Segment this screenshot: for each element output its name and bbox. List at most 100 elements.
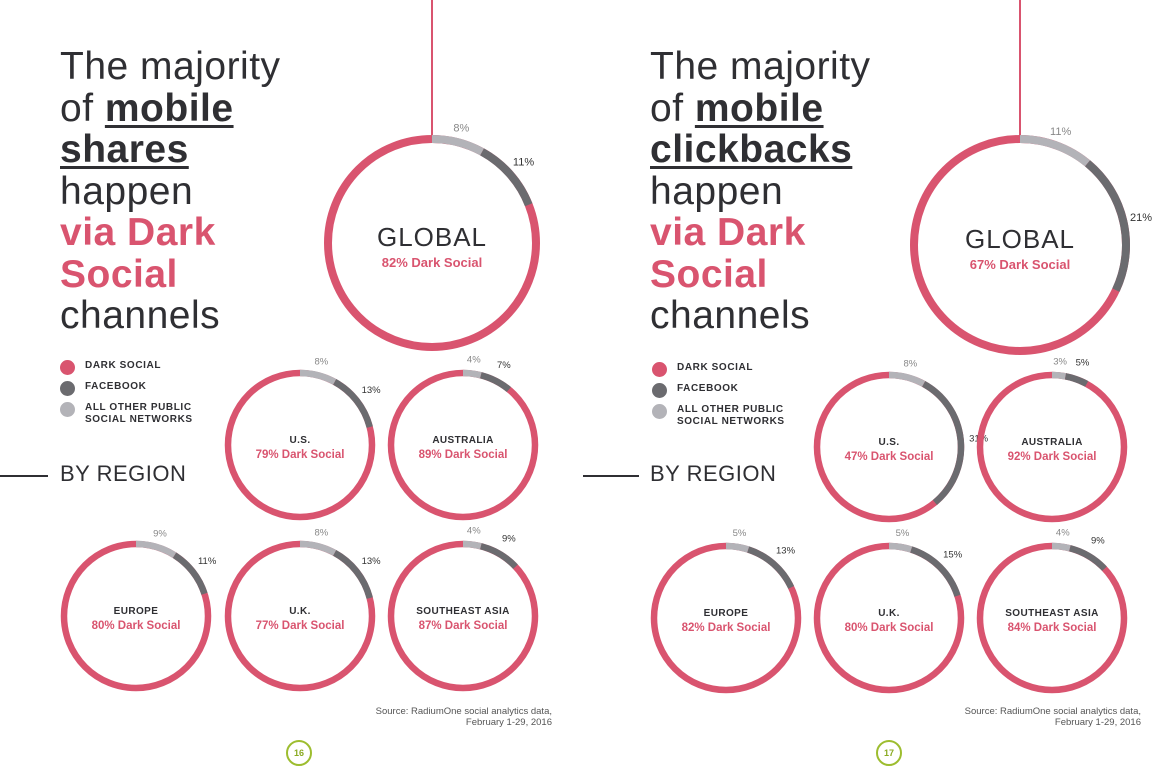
legend-label: DARK SOCIAL <box>677 362 754 373</box>
label-other-pct: 4% <box>1056 528 1070 539</box>
label-other-pct: 4% <box>467 355 481 366</box>
donut-subtitle: 87% Dark Social <box>419 620 508 632</box>
donut-title: EUROPE <box>704 608 749 619</box>
source-note: Source: RadiumOne social analytics data,… <box>375 706 552 728</box>
donut-clickbacks-global: 11% 21% GLOBAL 67% Dark Social <box>910 126 1152 355</box>
slice-facebook <box>1085 160 1130 292</box>
slice-facebook <box>922 381 965 505</box>
donut-subtitle: 84% Dark Social <box>1008 622 1097 634</box>
legend-item-other: ALL OTHER PUBLIC SOCIAL NETWORKS <box>60 402 195 426</box>
donut-title: U.S. <box>289 435 310 446</box>
slice-other <box>462 540 482 550</box>
label-other-pct: 8% <box>315 357 329 368</box>
legend-swatch <box>652 404 667 419</box>
slice-facebook <box>1064 373 1089 387</box>
region-rule <box>583 475 639 477</box>
donut-title: U.S. <box>878 437 899 448</box>
legend-swatch <box>652 383 667 398</box>
legend-swatch <box>60 402 75 417</box>
headline-line: happen <box>60 169 194 213</box>
label-other-pct: 5% <box>733 528 747 539</box>
label-facebook-pct: 9% <box>502 534 516 545</box>
donut-clickbacks-u-k-: 5% 15% U.K. 80% Dark Social <box>813 528 965 694</box>
donut-clickbacks-europe: 5% 13% EUROPE 82% Dark Social <box>650 528 802 694</box>
slice-other <box>135 540 177 559</box>
legend-item-facebook: FACEBOOK <box>60 381 195 396</box>
slice-facebook <box>1068 545 1107 572</box>
slice-facebook <box>479 543 518 570</box>
headline-line: of mobile <box>650 87 910 130</box>
headline-line: The majority <box>650 45 871 88</box>
donut-shares-australia: 4% 7% AUSTRALIA 89% Dark Social <box>387 355 539 521</box>
page-shares: The majority of mobile shares happen via… <box>0 46 552 766</box>
page-clickbacks: The majority of mobile clickbacks happen… <box>581 0 1162 777</box>
slice-facebook <box>479 372 511 393</box>
donut-subtitle: 47% Dark Social <box>845 451 934 463</box>
label-facebook-pct: 13% <box>362 385 382 396</box>
headline-highlight: via Dark <box>650 211 806 254</box>
label-facebook-pct: 5% <box>1076 357 1090 368</box>
label-other-pct: 8% <box>904 359 918 370</box>
donut-shares-global: 8% 11% GLOBAL 82% Dark Social <box>324 123 540 351</box>
legend: DARK SOCIAL FACEBOOK ALL OTHER PUBLIC SO… <box>60 360 195 432</box>
label-other-pct: 4% <box>467 526 481 537</box>
donut-subtitle: 89% Dark Social <box>419 449 508 461</box>
slice-facebook <box>172 552 208 595</box>
donut-subtitle: 67% Dark Social <box>970 257 1070 272</box>
page-number: 16 <box>286 740 312 766</box>
donut-shares-u-s-: 8% 13% U.S. 79% Dark Social <box>224 357 382 521</box>
slice-other <box>725 542 750 553</box>
donut-clickbacks-southeast-asia: 4% 9% SOUTHEAST ASIA 84% Dark Social <box>976 528 1128 694</box>
headline-highlight: Social <box>60 252 178 296</box>
label-facebook-pct: 7% <box>497 360 511 371</box>
label-other-pct: 8% <box>315 528 329 539</box>
slice-other <box>299 369 337 385</box>
headline-line: happen <box>650 169 784 213</box>
label-other-pct: 3% <box>1053 356 1067 367</box>
slice-other <box>888 371 926 387</box>
label-facebook-pct: 11% <box>513 156 534 168</box>
legend-label: DARK SOCIAL <box>85 360 162 371</box>
label-facebook-pct: 9% <box>1091 536 1105 547</box>
headline-line: clickbacks <box>650 129 910 171</box>
label-other-pct: 8% <box>453 123 469 135</box>
donut-title: SOUTHEAST ASIA <box>1005 608 1099 619</box>
donut-subtitle: 82% Dark Social <box>682 622 771 634</box>
legend-item-facebook: FACEBOOK <box>652 383 787 398</box>
slice-other <box>1051 542 1071 552</box>
slice-other <box>462 369 482 379</box>
donut-title: GLOBAL <box>377 222 487 252</box>
legend-item-other: ALL OTHER PUBLIC SOCIAL NETWORKS <box>652 404 787 428</box>
donut-shares-europe: 9% 11% EUROPE 80% Dark Social <box>60 528 217 692</box>
source-note: Source: RadiumOne social analytics data,… <box>964 706 1141 728</box>
donut-subtitle: 80% Dark Social <box>92 620 181 632</box>
region-rule <box>0 475 48 477</box>
donut-title: GLOBAL <box>965 224 1075 254</box>
slice-other <box>888 542 913 553</box>
legend-label: FACEBOOK <box>85 381 147 392</box>
legend-label: FACEBOOK <box>677 383 739 394</box>
label-other-pct: 5% <box>896 528 910 539</box>
slice-facebook <box>333 550 373 599</box>
page-number: 17 <box>876 740 902 766</box>
region-heading: BY REGION <box>60 461 187 486</box>
legend-item-dark-social: DARK SOCIAL <box>652 362 787 377</box>
donut-title: AUSTRALIA <box>432 435 493 446</box>
headline-line: of mobile <box>60 86 320 130</box>
label-other-pct: 9% <box>153 528 167 539</box>
headline-emphasis: mobile <box>104 86 234 130</box>
headline-highlight: Social <box>650 252 768 296</box>
donut-subtitle: 92% Dark Social <box>1008 451 1097 463</box>
legend-label: ALL OTHER PUBLIC SOCIAL NETWORKS <box>85 402 193 425</box>
region-heading: BY REGION <box>650 461 777 486</box>
legend-swatch <box>652 362 667 377</box>
legend-item-dark-social: DARK SOCIAL <box>60 360 195 375</box>
donut-shares-u-k-: 8% 13% U.K. 77% Dark Social <box>224 528 381 692</box>
donut-subtitle: 77% Dark Social <box>256 620 345 632</box>
label-facebook-pct: 13% <box>776 545 796 556</box>
headline-clickbacks: The majority of mobile clickbacks happen… <box>650 46 910 337</box>
headline-emphasis: clickbacks <box>650 128 853 171</box>
label-facebook-pct: 21% <box>1130 212 1152 224</box>
slice-facebook <box>333 379 373 428</box>
